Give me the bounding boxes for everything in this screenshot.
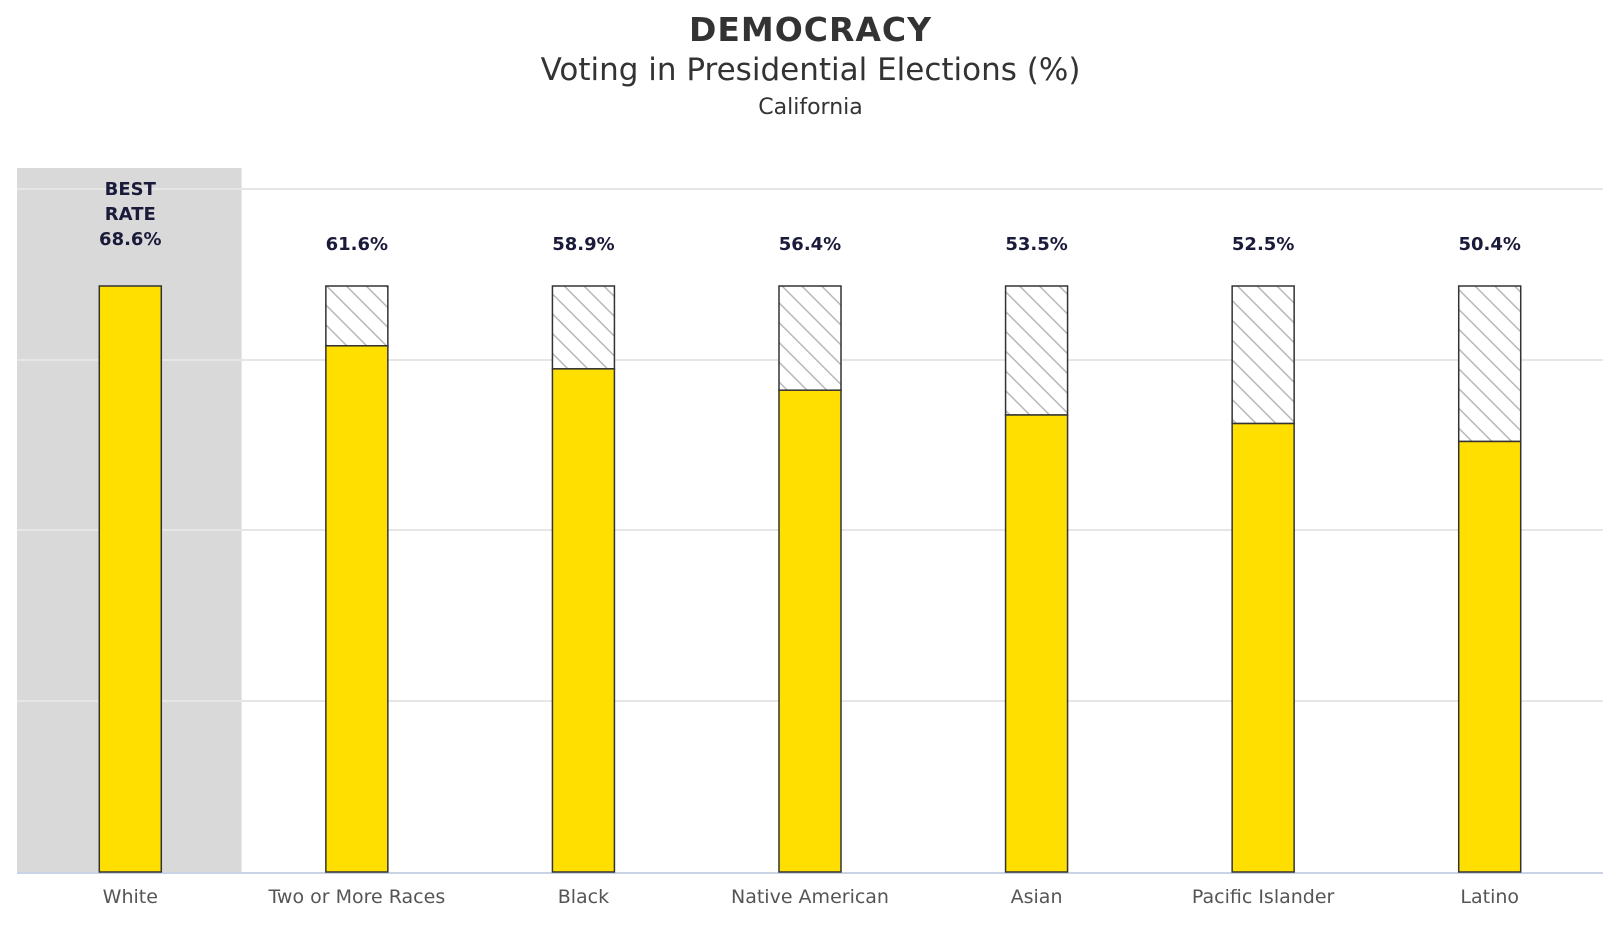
data-label: 68.6%	[99, 229, 161, 250]
chart-title: DEMOCRACY	[688, 10, 933, 49]
gap-to-best-segment	[1457, 285, 1522, 443]
bar-latino	[1457, 440, 1522, 873]
gap-to-best-segment	[325, 285, 389, 347]
bar-pacific-islander	[1231, 422, 1295, 873]
chart-subtitle: Voting in Presidential Elections (%)	[540, 52, 1081, 88]
bar-white	[98, 285, 163, 873]
chart-region: California	[758, 95, 863, 120]
data-label: 53.5%	[1005, 234, 1067, 255]
gap-to-best-segment	[1231, 285, 1295, 425]
category-label: Latino	[1460, 886, 1519, 908]
category-label: Native American	[731, 886, 889, 908]
category-label: Two or More Races	[267, 886, 445, 908]
gap-to-best-segment	[778, 285, 842, 391]
data-label: 61.6%	[326, 234, 388, 255]
data-label: 58.9%	[552, 234, 614, 255]
bar-two-or-more-races	[325, 345, 389, 873]
category-label: Pacific Islander	[1192, 886, 1335, 908]
category-label: Asian	[1011, 886, 1063, 908]
data-label: 56.4%	[779, 234, 841, 255]
best-rate-label: BEST	[105, 179, 157, 200]
bar-native-american	[778, 389, 842, 873]
best-rate-label: RATE	[105, 204, 156, 225]
category-label: White	[103, 886, 158, 908]
gap-to-best-segment	[1004, 285, 1069, 416]
category-label: Black	[558, 886, 609, 908]
data-label: 52.5%	[1232, 234, 1294, 255]
gap-to-best-segment	[551, 285, 616, 370]
bar-black	[551, 368, 616, 873]
data-label: 50.4%	[1458, 234, 1520, 255]
bar-asian	[1004, 414, 1069, 873]
